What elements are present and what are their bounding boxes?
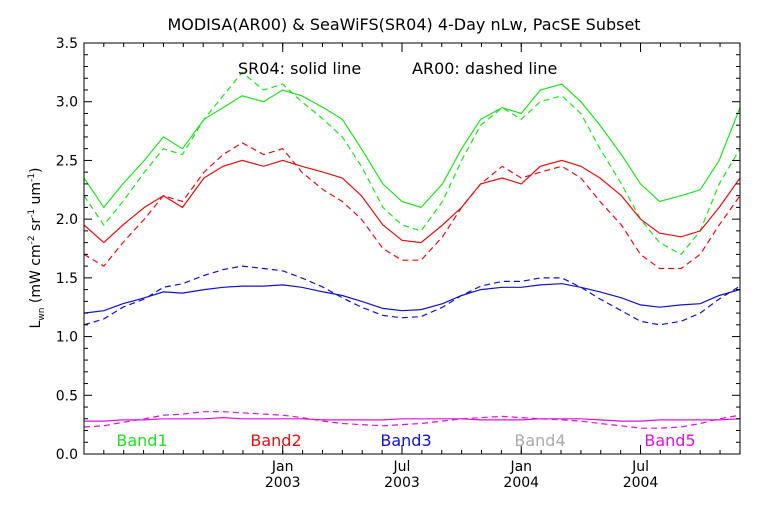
series-line-band2-ar00 xyxy=(83,142,741,270)
y-tick-label: 0.5 xyxy=(56,388,78,404)
y-tick-label: 0.0 xyxy=(56,447,78,463)
svg-text:Lwn (mW cm-2 sr-1 um-1): Lwn (mW cm-2 sr-1 um-1) xyxy=(27,168,47,329)
x-tick-label-month: Jul xyxy=(393,459,411,475)
series-line-band3-sr04 xyxy=(83,283,741,314)
y-tick-label: 1.5 xyxy=(56,271,78,287)
y-tick-label: 2.0 xyxy=(56,212,78,228)
annotation-dashed: AR00: dashed line xyxy=(412,59,557,78)
y-label-sr: sr xyxy=(28,218,44,236)
y-tick-label: 3.5 xyxy=(56,36,78,52)
x-tick-label-month: Jul xyxy=(631,459,649,475)
y-axis-label: Lwn (mW cm-2 sr-1 um-1) xyxy=(27,168,47,329)
y-tick-label: 3.0 xyxy=(56,95,78,111)
series-line-band3-ar00 xyxy=(83,265,741,326)
x-tick-label-year: 2004 xyxy=(503,475,539,491)
legend-band2: Band2 xyxy=(250,431,301,450)
legend-band4: Band4 xyxy=(514,431,565,450)
chart-title: MODISA(AR00) & SeaWiFS(SR04) 4-Day nLw, … xyxy=(167,15,640,34)
x-tick-label-year: 2004 xyxy=(623,475,659,491)
y-label-sup1: -2 xyxy=(27,235,37,244)
series-layer xyxy=(83,71,741,429)
x-tick-label-month: Jan xyxy=(509,459,532,475)
y-label-um: um xyxy=(28,182,44,209)
series-line-band1-ar00 xyxy=(83,71,741,256)
series-line-band1-sr04 xyxy=(83,83,741,209)
plot-frame xyxy=(83,42,741,455)
y-tick-label: 1.0 xyxy=(56,330,78,346)
axis-layer: 0.00.51.01.52.02.53.03.5Jan2003Jul2003Ja… xyxy=(56,36,741,491)
x-tick-label-month: Jan xyxy=(271,459,294,475)
y-label-sub: wn xyxy=(37,308,47,321)
series-line-band2-sr04 xyxy=(83,159,741,244)
legend-band1: Band1 xyxy=(116,431,167,450)
x-tick-label-year: 2003 xyxy=(384,475,420,491)
series-line-band5-sr04 xyxy=(84,416,741,422)
legend-band5: Band5 xyxy=(644,431,695,450)
annotation-solid: SR04: solid line xyxy=(238,59,361,78)
legend-band3: Band3 xyxy=(380,431,431,450)
y-label-close: ) xyxy=(28,168,44,173)
y-tick-label: 2.5 xyxy=(56,153,78,169)
y-label-sup3: -1 xyxy=(27,173,37,182)
series-line-band5-ar00 xyxy=(83,411,741,429)
x-tick-label-year: 2003 xyxy=(265,475,301,491)
y-label-units: (mW cm xyxy=(28,244,44,303)
y-label-sup2: -1 xyxy=(27,209,37,218)
legend: Band1 Band2 Band3 Band4 Band5 xyxy=(116,431,695,450)
y-label-main: L xyxy=(28,320,44,328)
